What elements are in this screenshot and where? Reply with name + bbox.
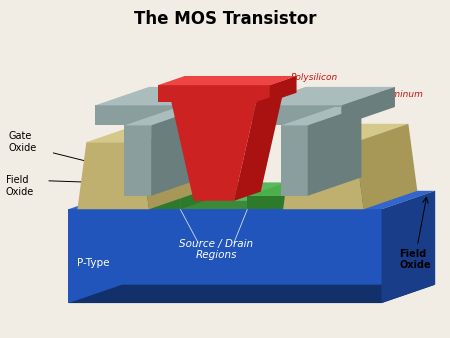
Polygon shape xyxy=(180,177,234,209)
Text: Aluminum: Aluminum xyxy=(377,90,423,99)
Polygon shape xyxy=(315,177,368,209)
Polygon shape xyxy=(281,107,361,125)
Polygon shape xyxy=(158,76,297,85)
Polygon shape xyxy=(341,87,395,125)
Polygon shape xyxy=(308,107,361,196)
Polygon shape xyxy=(248,196,315,209)
Polygon shape xyxy=(252,87,395,105)
Polygon shape xyxy=(180,87,234,125)
Polygon shape xyxy=(248,177,368,196)
Polygon shape xyxy=(113,177,234,196)
Polygon shape xyxy=(171,102,256,201)
Polygon shape xyxy=(95,105,180,125)
Polygon shape xyxy=(68,191,435,209)
Polygon shape xyxy=(100,183,404,201)
Polygon shape xyxy=(350,183,404,209)
Polygon shape xyxy=(140,124,202,209)
Text: GATE: GATE xyxy=(205,189,233,199)
Polygon shape xyxy=(86,124,194,142)
Text: The MOS Transistor: The MOS Transistor xyxy=(134,10,316,28)
Polygon shape xyxy=(100,201,350,209)
Polygon shape xyxy=(234,93,283,201)
Polygon shape xyxy=(292,124,408,142)
Text: Field
Oxide: Field Oxide xyxy=(400,249,431,270)
Text: N+: N+ xyxy=(151,198,166,207)
Text: P-Type: P-Type xyxy=(77,258,110,268)
Polygon shape xyxy=(252,105,341,125)
Polygon shape xyxy=(270,76,297,102)
Text: N+: N+ xyxy=(287,198,302,207)
Polygon shape xyxy=(382,191,435,303)
Text: Source / Drain
Regions: Source / Drain Regions xyxy=(179,239,253,260)
Polygon shape xyxy=(68,209,382,303)
Polygon shape xyxy=(281,125,308,196)
Polygon shape xyxy=(68,285,435,303)
Text: Gate
Oxide: Gate Oxide xyxy=(8,131,36,153)
Polygon shape xyxy=(158,85,270,102)
Polygon shape xyxy=(95,87,234,105)
Polygon shape xyxy=(77,142,149,209)
Polygon shape xyxy=(355,124,417,209)
Polygon shape xyxy=(113,196,180,209)
Polygon shape xyxy=(283,142,364,209)
Polygon shape xyxy=(151,107,205,196)
Text: Field
Oxide: Field Oxide xyxy=(6,175,34,197)
Polygon shape xyxy=(124,107,205,125)
Polygon shape xyxy=(124,125,151,196)
Text: Polysilicon: Polysilicon xyxy=(290,73,338,82)
